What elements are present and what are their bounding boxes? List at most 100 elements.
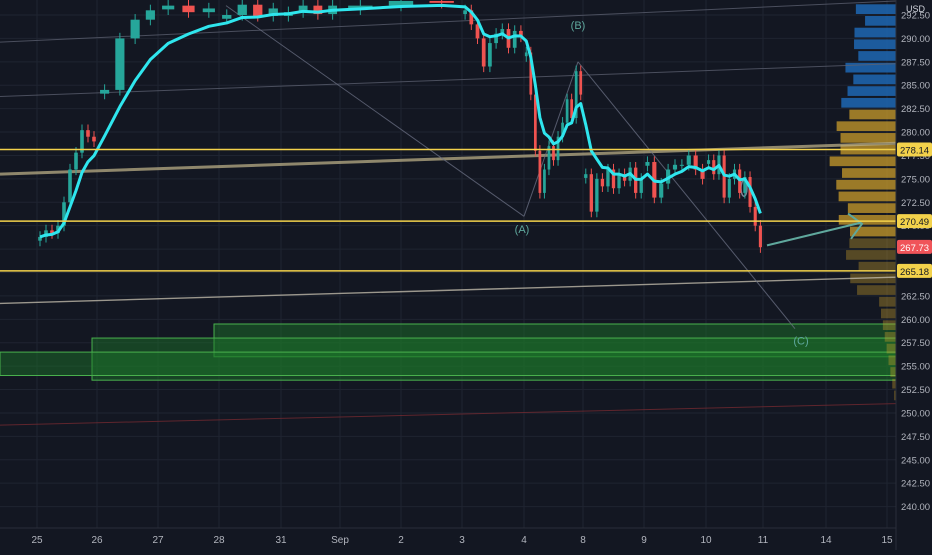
volume-profile-bar: [894, 390, 896, 401]
candle-body: [758, 225, 762, 248]
candle-body: [589, 174, 593, 212]
y-tick-label: 282.50: [901, 104, 930, 115]
candle-body: [494, 33, 498, 44]
demand-zone: [0, 351, 897, 377]
candle-body: [753, 206, 757, 226]
x-tick-label: 4: [521, 535, 527, 546]
candle-body: [543, 169, 546, 193]
candle-body: [693, 155, 698, 170]
volume-profile-bar: [847, 203, 896, 213]
candle-body: [298, 5, 308, 13]
candle-body: [162, 5, 175, 10]
wave-label: (B): [571, 20, 586, 32]
candle-body: [579, 71, 583, 95]
y-tick-label: 240.00: [901, 502, 930, 513]
volume-profile-bar: [879, 296, 896, 307]
x-tick-label: 28: [213, 535, 225, 546]
candle-body: [538, 150, 542, 193]
candle-body: [565, 99, 569, 123]
x-tick-label: 10: [700, 535, 712, 546]
level-price-label: 278.14: [900, 145, 929, 156]
volume-profile-bar: [884, 332, 896, 342]
candle-body: [500, 29, 505, 34]
level-price-label: 265.18: [900, 267, 929, 278]
volume-profile-bar: [892, 378, 896, 389]
candle-body: [86, 130, 90, 137]
projection-arrow-line: [766, 221, 861, 247]
level-price-label: 270.49: [900, 217, 929, 228]
candle-body: [529, 52, 533, 95]
candle-body: [556, 136, 560, 161]
x-tick-label: 2: [398, 535, 404, 546]
trend-line: [0, 0, 897, 43]
volume-profile-bar: [840, 133, 896, 143]
candle-body: [80, 130, 84, 153]
candle-body: [115, 38, 125, 90]
y-tick-label: 262.50: [901, 291, 930, 302]
candle-body: [130, 19, 140, 39]
candle-body: [237, 4, 247, 15]
y-tick-label: 280.00: [901, 128, 930, 139]
volume-profile-bar: [849, 109, 896, 120]
candle-body: [547, 146, 551, 170]
x-tick-label: 31: [275, 535, 287, 546]
trend-line: [0, 141, 897, 176]
wave-label: (A): [515, 224, 530, 236]
current-price-label: 267.73: [900, 243, 929, 254]
volume-profile-bar: [838, 214, 896, 225]
y-tick-label: 272.50: [901, 198, 930, 209]
volume-profile-bar: [888, 355, 896, 366]
candle-body: [429, 0, 454, 3]
candle-body: [611, 169, 616, 189]
x-axis-panel: [0, 528, 896, 550]
volume-profile-bar: [841, 97, 896, 108]
volume-profile-bar: [850, 226, 896, 237]
candle-body: [475, 24, 480, 39]
volume-profile-bar: [882, 320, 896, 331]
candle-body: [712, 160, 716, 175]
trend-line: [0, 63, 897, 97]
demand-zone: [213, 323, 897, 358]
candle-body: [388, 0, 414, 6]
currency-label: USD: [906, 4, 926, 14]
current-price-tag: [897, 239, 932, 254]
projection-arrow-head: [847, 212, 864, 240]
volume-profile-bar: [836, 121, 896, 132]
candle-body: [584, 174, 588, 178]
trend-line: [0, 403, 897, 426]
candle-body: [519, 30, 523, 37]
volume-profile-bar: [858, 261, 896, 272]
x-tick-label: 3: [459, 535, 465, 546]
y-tick-label: 242.50: [901, 479, 930, 490]
candle-body: [182, 5, 195, 13]
volume-profile-bar: [853, 74, 896, 85]
volume-profile-bar: [842, 168, 896, 178]
candle-body: [707, 160, 711, 164]
y-tick-label: 250.00: [901, 408, 930, 419]
volume-profile-bar: [881, 308, 896, 319]
candle-body: [600, 178, 605, 187]
volume-profile-bar: [829, 156, 896, 167]
y-tick-label: 292.50: [901, 11, 930, 22]
candle-body: [561, 122, 564, 137]
volume-profile-bar: [855, 4, 896, 15]
y-tick-label: 245.00: [901, 455, 930, 466]
x-tick-label: 15: [881, 535, 893, 546]
candle-body: [524, 52, 528, 57]
candle-body: [62, 202, 66, 226]
candle-body: [74, 152, 78, 170]
y-tick-label: 275.00: [901, 174, 930, 185]
volume-profile-bar: [854, 39, 896, 50]
volume-profile-bar: [849, 238, 896, 249]
candle-body: [68, 169, 72, 203]
volume-profile-bar: [838, 191, 896, 202]
x-tick-label: 27: [152, 535, 164, 546]
x-tick-label: Sep: [331, 535, 349, 546]
candle-body: [552, 146, 555, 161]
y-tick-label: 255.00: [901, 362, 930, 373]
volume-profile-bar: [858, 51, 896, 61]
volume-profile-bar: [854, 27, 896, 38]
x-tick-label: 9: [641, 535, 647, 546]
